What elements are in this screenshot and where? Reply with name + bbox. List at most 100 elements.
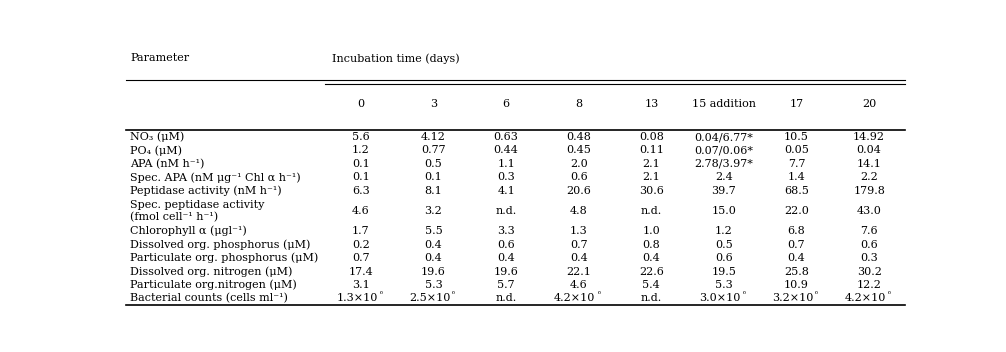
Text: 14.92: 14.92 [853,132,885,142]
Text: APA (nM h⁻¹): APA (nM h⁻¹) [131,159,205,169]
Text: n.d.: n.d. [495,294,517,303]
Text: 8: 8 [575,99,582,109]
Text: ⁶: ⁶ [888,291,891,298]
Text: 0.1: 0.1 [425,172,443,182]
Text: 4.6: 4.6 [569,280,588,290]
Text: 4.2×10: 4.2×10 [844,294,886,303]
Text: 2.1: 2.1 [643,159,660,169]
Text: 3.0×10: 3.0×10 [699,294,740,303]
Text: Peptidase activity (nM h⁻¹): Peptidase activity (nM h⁻¹) [131,186,282,196]
Text: 10.5: 10.5 [784,132,809,142]
Text: 0.6: 0.6 [715,253,732,263]
Text: PO₄ (μM): PO₄ (μM) [131,145,182,156]
Text: 20: 20 [862,99,876,109]
Text: Incubation time (days): Incubation time (days) [332,53,460,64]
Text: ⁶: ⁶ [815,291,818,298]
Text: n.d.: n.d. [641,294,662,303]
Text: 2.5×10: 2.5×10 [408,294,451,303]
Text: ⁶: ⁶ [598,291,601,298]
Text: 0.8: 0.8 [643,240,660,250]
Text: 0.77: 0.77 [422,145,446,156]
Text: Dissolved org. nitrogen (μM): Dissolved org. nitrogen (μM) [131,266,293,277]
Text: n.d.: n.d. [495,206,517,216]
Text: 0.6: 0.6 [497,240,515,250]
Text: Spec. APA (nM μg⁻¹ Chl α h⁻¹): Spec. APA (nM μg⁻¹ Chl α h⁻¹) [131,172,301,183]
Text: 2.1: 2.1 [643,172,660,182]
Text: 0.63: 0.63 [494,132,518,142]
Text: 179.8: 179.8 [853,186,885,196]
Text: 0.07/0.06*: 0.07/0.06* [694,145,753,156]
Text: 5.3: 5.3 [715,280,732,290]
Text: 43.0: 43.0 [857,206,881,216]
Text: 13: 13 [644,99,658,109]
Text: 0.08: 0.08 [639,132,664,142]
Text: 30.6: 30.6 [639,186,664,196]
Text: Particulate org.nitrogen (μM): Particulate org.nitrogen (μM) [131,280,297,290]
Text: Spec. peptidase activity: Spec. peptidase activity [131,200,265,209]
Text: 0.4: 0.4 [788,253,806,263]
Text: 15 addition: 15 addition [692,99,756,109]
Text: n.d.: n.d. [641,206,662,216]
Text: 1.2: 1.2 [352,145,370,156]
Text: 3: 3 [430,99,437,109]
Text: 3.3: 3.3 [497,226,515,236]
Text: 0.1: 0.1 [352,159,370,169]
Text: 2.2: 2.2 [860,172,878,182]
Text: 0.48: 0.48 [566,132,592,142]
Text: 2.4: 2.4 [715,172,732,182]
Text: 1.3: 1.3 [569,226,588,236]
Text: 0.4: 0.4 [569,253,588,263]
Text: 3.2×10: 3.2×10 [772,294,813,303]
Text: 0.6: 0.6 [569,172,588,182]
Text: 0.3: 0.3 [860,253,878,263]
Text: ⁶: ⁶ [742,291,745,298]
Text: ⁶: ⁶ [453,291,456,298]
Text: 0.04/6.77*: 0.04/6.77* [694,132,753,142]
Text: 1.4: 1.4 [788,172,806,182]
Text: 7.7: 7.7 [788,159,805,169]
Text: 0.7: 0.7 [352,253,369,263]
Text: Parameter: Parameter [131,53,189,63]
Text: 39.7: 39.7 [711,186,736,196]
Text: NO₃ (μM): NO₃ (μM) [131,132,185,142]
Text: 3.1: 3.1 [352,280,370,290]
Text: 19.5: 19.5 [711,266,736,277]
Text: 30.2: 30.2 [857,266,881,277]
Text: 0.4: 0.4 [497,253,515,263]
Text: 10.9: 10.9 [784,280,809,290]
Text: 0.7: 0.7 [788,240,806,250]
Text: 19.6: 19.6 [422,266,446,277]
Text: 15.0: 15.0 [711,206,736,216]
Text: 22.6: 22.6 [639,266,664,277]
Text: 4.6: 4.6 [352,206,370,216]
Text: 0.4: 0.4 [425,253,443,263]
Text: 5.6: 5.6 [352,132,370,142]
Text: 0.4: 0.4 [425,240,443,250]
Text: 0.1: 0.1 [352,172,370,182]
Text: 17: 17 [790,99,804,109]
Text: 4.12: 4.12 [422,132,446,142]
Text: 1.7: 1.7 [352,226,369,236]
Text: 0: 0 [357,99,364,109]
Text: 0.05: 0.05 [784,145,809,156]
Text: 5.5: 5.5 [425,226,443,236]
Text: 14.1: 14.1 [857,159,881,169]
Text: 0.3: 0.3 [497,172,515,182]
Text: 3.2: 3.2 [425,206,443,216]
Text: 0.11: 0.11 [639,145,664,156]
Text: 0.2: 0.2 [352,240,370,250]
Text: 0.6: 0.6 [860,240,878,250]
Text: 22.0: 22.0 [784,206,809,216]
Text: 1.3×10: 1.3×10 [336,294,377,303]
Text: 1.1: 1.1 [497,159,515,169]
Text: 8.1: 8.1 [425,186,443,196]
Text: Dissolved org. phosphorus (μM): Dissolved org. phosphorus (μM) [131,239,311,250]
Text: 5.3: 5.3 [425,280,443,290]
Text: 4.8: 4.8 [569,206,588,216]
Text: 0.5: 0.5 [715,240,732,250]
Text: 22.1: 22.1 [566,266,592,277]
Text: 4.2×10: 4.2×10 [554,294,596,303]
Text: 7.6: 7.6 [860,226,878,236]
Text: Chlorophyll α (μgl⁻¹): Chlorophyll α (μgl⁻¹) [131,226,247,237]
Text: 5.4: 5.4 [643,280,660,290]
